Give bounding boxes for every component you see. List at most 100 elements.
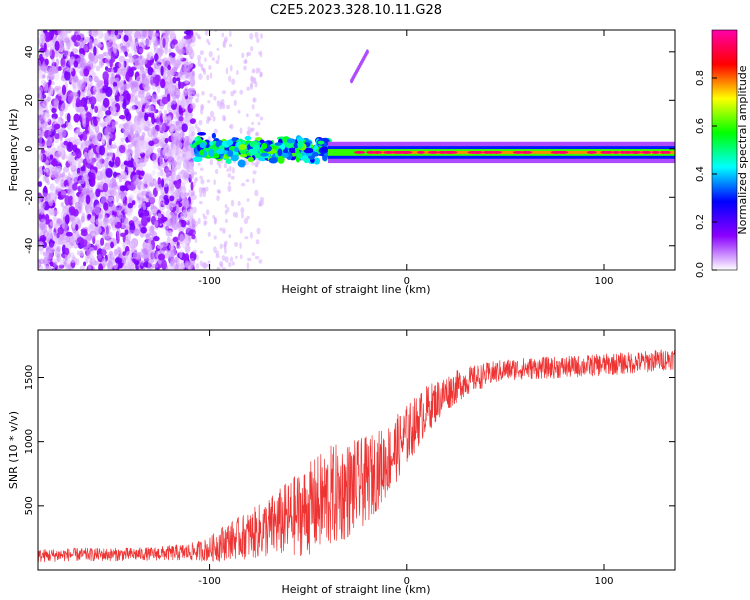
noise-blob: [81, 212, 86, 223]
noise-blob: [51, 58, 55, 66]
noise-blob: [112, 171, 118, 178]
noise-blob: [217, 54, 220, 61]
noise-blob: [112, 124, 116, 130]
noise-blob: [207, 231, 211, 237]
x-tick-label: 100: [594, 276, 613, 287]
noise-blob: [229, 30, 232, 37]
noise-blob: [189, 78, 195, 87]
noise-blob: [87, 263, 92, 270]
noise-blob: [126, 261, 135, 270]
noise-blob: [123, 98, 127, 107]
noise-blob: [207, 260, 211, 264]
noise-blob: [140, 170, 145, 176]
noise-blob: [144, 68, 149, 74]
band-blob: [252, 144, 260, 151]
noise-blob: [216, 47, 220, 51]
noise-blob: [49, 242, 54, 247]
noise-blob: [165, 230, 172, 235]
noise-blob: [122, 256, 126, 265]
noise-blob: [118, 205, 125, 212]
noise-blob: [124, 207, 132, 216]
noise-blob: [185, 226, 190, 234]
heatmap-image: [38, 30, 675, 270]
noise-blob: [107, 178, 113, 185]
noise-blob: [175, 202, 180, 213]
noise-blob: [258, 68, 261, 73]
noise-blob: [81, 114, 87, 125]
noise-blob: [123, 34, 129, 42]
noise-blob: [258, 259, 263, 264]
noise-blob: [161, 259, 167, 270]
noise-blob: [161, 241, 169, 247]
noise-blob: [40, 200, 46, 209]
band-blob: [317, 140, 325, 145]
colorbar-tick-label: 0.0: [695, 262, 706, 278]
noise-blob: [178, 116, 184, 122]
noise-blob: [177, 221, 182, 229]
trail-peak: [600, 151, 609, 154]
noise-blob: [93, 245, 98, 251]
noise-blob: [127, 184, 132, 189]
colorbar-gradient: [711, 29, 738, 271]
noise-blob: [168, 48, 172, 54]
noise-blob: [182, 192, 190, 197]
noise-blob: [164, 197, 170, 206]
noise-blob: [137, 185, 141, 191]
noise-blob: [191, 70, 195, 77]
noise-blob: [105, 167, 113, 178]
noise-blob: [65, 67, 74, 73]
noise-blob: [246, 262, 250, 270]
noise-blob: [142, 186, 146, 191]
noise-blob: [82, 235, 88, 241]
noise-blob: [94, 204, 100, 215]
x-tick-label: 0: [404, 576, 410, 587]
noise-blob: [128, 229, 135, 235]
noise-blob: [94, 105, 99, 114]
noise-blob: [232, 211, 237, 218]
noise-blob: [47, 209, 51, 216]
noise-blob: [201, 90, 205, 96]
noise-blob: [145, 37, 152, 48]
noise-blob: [49, 154, 54, 160]
noise-blob: [99, 209, 104, 220]
noise-blob: [255, 67, 259, 74]
figure-title: C2E5.2023.328.10.11.G28: [270, 3, 442, 18]
noise-blob: [104, 157, 109, 169]
noise-blob: [96, 182, 102, 191]
noise-blob: [187, 61, 194, 69]
noise-blob: [102, 117, 109, 126]
band-blob: [293, 142, 299, 149]
x-tick-label: 0: [404, 276, 410, 287]
band-blob: [296, 153, 303, 159]
noise-blob: [239, 226, 243, 234]
noise-blob: [51, 107, 57, 114]
trail-peak: [353, 151, 366, 154]
noise-blob: [72, 220, 76, 229]
noise-blob: [185, 198, 189, 209]
noise-blob: [243, 65, 247, 71]
noise-blob: [125, 42, 131, 48]
noise-blob: [222, 43, 227, 48]
band-blob: [215, 148, 224, 155]
noise-blob: [96, 175, 103, 181]
noise-blob: [98, 95, 104, 104]
noise-blob: [258, 51, 261, 56]
noise-blob: [114, 30, 119, 36]
noise-blob: [118, 262, 123, 269]
colorbar-ticks: 0.0 0.2 0.4 0.6 0.8: [695, 70, 717, 278]
noise-blob: [117, 212, 124, 220]
noise-blob: [247, 257, 252, 262]
noise-blob: [98, 58, 104, 69]
noise-blob: [80, 230, 88, 237]
noise-blob: [86, 204, 93, 211]
noise-blob: [131, 80, 138, 88]
noise-blob: [183, 30, 192, 35]
noise-blob: [231, 261, 235, 266]
noise-blob: [193, 231, 196, 235]
noise-blob: [63, 235, 68, 243]
noise-blob: [109, 105, 118, 112]
noise-blob: [102, 182, 109, 193]
noise-blob: [153, 159, 158, 170]
noise-blob: [224, 209, 228, 215]
noise-blob: [42, 74, 46, 79]
